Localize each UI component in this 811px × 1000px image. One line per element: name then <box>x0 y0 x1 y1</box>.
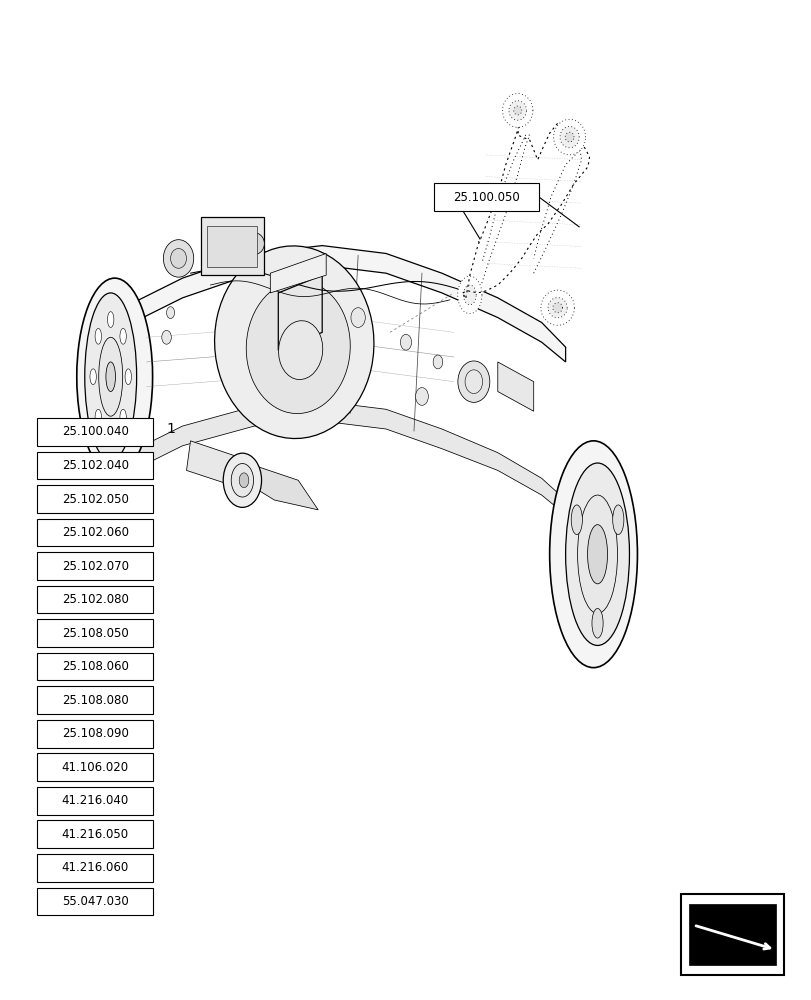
Ellipse shape <box>547 298 567 318</box>
Text: 25.102.040: 25.102.040 <box>62 459 128 472</box>
Polygon shape <box>278 275 322 350</box>
Ellipse shape <box>231 464 253 497</box>
Ellipse shape <box>90 369 97 385</box>
Ellipse shape <box>244 233 264 254</box>
Text: 41.216.060: 41.216.060 <box>62 861 129 874</box>
Text: 25.108.090: 25.108.090 <box>62 727 128 740</box>
FancyBboxPatch shape <box>37 552 152 580</box>
FancyBboxPatch shape <box>37 854 152 882</box>
Ellipse shape <box>350 308 365 327</box>
Ellipse shape <box>120 409 127 425</box>
Text: 25.108.080: 25.108.080 <box>62 694 128 707</box>
Text: 55.047.030: 55.047.030 <box>62 895 128 908</box>
Ellipse shape <box>502 94 532 127</box>
FancyBboxPatch shape <box>37 686 152 714</box>
Ellipse shape <box>161 330 171 344</box>
Text: 25.100.050: 25.100.050 <box>453 191 519 204</box>
Polygon shape <box>461 106 589 298</box>
Text: 25.108.050: 25.108.050 <box>62 627 128 640</box>
Ellipse shape <box>465 370 482 393</box>
FancyBboxPatch shape <box>37 519 152 546</box>
Ellipse shape <box>565 463 629 645</box>
Ellipse shape <box>612 505 623 535</box>
Ellipse shape <box>105 362 115 392</box>
Ellipse shape <box>214 246 374 439</box>
Ellipse shape <box>166 307 174 319</box>
Text: 41.106.020: 41.106.020 <box>62 761 128 774</box>
Ellipse shape <box>457 276 482 314</box>
Ellipse shape <box>107 426 114 442</box>
Ellipse shape <box>77 278 152 475</box>
Text: 25.100.040: 25.100.040 <box>62 425 128 438</box>
FancyBboxPatch shape <box>37 787 152 815</box>
Ellipse shape <box>564 132 573 142</box>
Ellipse shape <box>246 281 350 414</box>
Ellipse shape <box>107 312 114 327</box>
Text: 25.102.060: 25.102.060 <box>62 526 128 539</box>
Polygon shape <box>270 253 326 293</box>
Polygon shape <box>133 246 565 362</box>
Ellipse shape <box>508 101 526 120</box>
Polygon shape <box>481 135 529 283</box>
Text: 41.216.050: 41.216.050 <box>62 828 128 841</box>
Ellipse shape <box>587 525 607 584</box>
Ellipse shape <box>163 240 194 277</box>
Ellipse shape <box>170 249 187 268</box>
FancyBboxPatch shape <box>37 720 152 748</box>
FancyBboxPatch shape <box>37 820 152 848</box>
Ellipse shape <box>591 608 603 638</box>
Polygon shape <box>497 362 533 411</box>
Polygon shape <box>187 441 254 490</box>
FancyBboxPatch shape <box>37 485 152 513</box>
Ellipse shape <box>549 441 637 668</box>
Ellipse shape <box>223 453 261 507</box>
Ellipse shape <box>99 337 122 416</box>
Polygon shape <box>689 904 775 965</box>
FancyBboxPatch shape <box>433 183 539 211</box>
FancyBboxPatch shape <box>680 894 783 975</box>
Text: 1: 1 <box>166 422 175 436</box>
Polygon shape <box>533 150 581 273</box>
Ellipse shape <box>463 285 475 305</box>
Ellipse shape <box>400 334 411 350</box>
Ellipse shape <box>513 106 521 115</box>
FancyBboxPatch shape <box>207 226 256 267</box>
Ellipse shape <box>95 328 101 344</box>
FancyBboxPatch shape <box>37 653 152 680</box>
Ellipse shape <box>552 303 562 313</box>
FancyBboxPatch shape <box>37 586 152 613</box>
FancyBboxPatch shape <box>37 753 152 781</box>
Ellipse shape <box>432 355 442 369</box>
Text: 25.102.080: 25.102.080 <box>62 593 128 606</box>
Ellipse shape <box>540 290 573 325</box>
Ellipse shape <box>125 369 131 385</box>
Text: 41.216.040: 41.216.040 <box>62 794 129 807</box>
Ellipse shape <box>278 321 322 380</box>
Ellipse shape <box>95 409 101 425</box>
FancyBboxPatch shape <box>37 452 152 479</box>
FancyBboxPatch shape <box>37 418 152 446</box>
Ellipse shape <box>239 473 248 488</box>
Text: 25.102.070: 25.102.070 <box>62 560 128 573</box>
Ellipse shape <box>570 505 581 535</box>
Text: 25.102.050: 25.102.050 <box>62 493 128 506</box>
Ellipse shape <box>457 361 489 402</box>
Polygon shape <box>250 465 318 510</box>
Ellipse shape <box>553 119 585 155</box>
Ellipse shape <box>120 328 127 344</box>
FancyBboxPatch shape <box>200 217 264 275</box>
Polygon shape <box>133 401 565 515</box>
FancyBboxPatch shape <box>37 888 152 915</box>
FancyBboxPatch shape <box>37 619 152 647</box>
Text: 25.108.060: 25.108.060 <box>62 660 128 673</box>
Ellipse shape <box>84 293 136 461</box>
Ellipse shape <box>560 126 578 148</box>
Ellipse shape <box>577 495 616 613</box>
Ellipse shape <box>415 388 428 405</box>
